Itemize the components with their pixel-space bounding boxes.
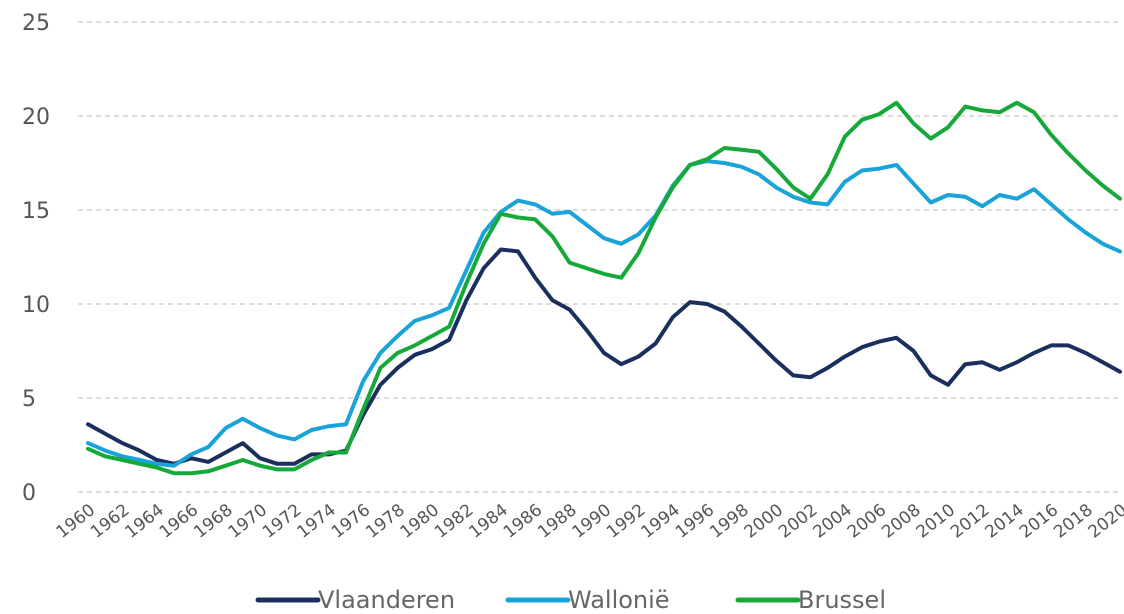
x-tick-label: 2016 (1016, 500, 1062, 542)
x-tick-label: 2002 (775, 500, 821, 542)
x-tick-label: 1996 (672, 500, 718, 542)
legend-label: Vlaanderen (318, 586, 455, 614)
x-tick-label: 2000 (741, 500, 787, 542)
x-tick-label: 1980 (397, 500, 443, 542)
x-tick-label: 1968 (190, 500, 236, 542)
x-tick-label: 1960 (53, 500, 99, 542)
x-tick-label: 1964 (121, 500, 167, 542)
y-tick-label: 0 (22, 481, 36, 506)
y-tick-label: 15 (22, 199, 50, 224)
x-tick-label: 1986 (500, 500, 546, 542)
y-tick-label: 25 (22, 11, 50, 36)
x-tick-label: 2018 (1050, 500, 1096, 542)
x-tick-label: 1966 (156, 500, 202, 542)
x-tick-label: 1988 (534, 500, 580, 542)
x-tick-label: 1990 (569, 500, 615, 542)
x-tick-label: 1978 (362, 500, 408, 542)
y-tick-label: 20 (22, 105, 50, 130)
x-tick-label: 1972 (259, 500, 305, 542)
x-tick-label: 2008 (878, 500, 924, 542)
x-tick-label: 1976 (328, 500, 374, 542)
legend: Vlaanderen Wallonië Brussel (255, 586, 886, 614)
x-tick-label: 2020 (1085, 500, 1124, 542)
x-tick-label: 1982 (431, 500, 477, 542)
x-axis: 1960196219641966196819701972197419761978… (53, 500, 1124, 542)
x-tick-label: 1994 (637, 500, 683, 542)
x-tick-label: 2004 (809, 500, 855, 542)
y-tick-label: 5 (22, 387, 36, 412)
gridlines (78, 21, 1120, 493)
series-lines (86, 100, 1122, 476)
series-line-walloni (86, 159, 1122, 468)
x-tick-label: 1984 (465, 500, 511, 542)
x-tick-label: 1992 (603, 500, 649, 542)
x-tick-label: 2012 (947, 500, 993, 542)
x-tick-label: 1970 (225, 500, 271, 542)
y-axis: 0 5 10 15 20 25 (22, 11, 50, 506)
x-tick-label: 2006 (844, 500, 890, 542)
series-line-vlaanderen (86, 247, 1122, 466)
series-line-brussel (86, 100, 1122, 476)
x-tick-label: 1998 (706, 500, 752, 542)
legend-label: Wallonië (568, 586, 670, 614)
x-tick-label: 1962 (87, 500, 133, 542)
x-tick-label: 1974 (293, 500, 339, 542)
legend-item: Vlaanderen (255, 586, 455, 614)
legend-label: Brussel (798, 586, 886, 614)
y-tick-label: 10 (22, 293, 50, 318)
x-tick-label: 2014 (981, 500, 1027, 542)
x-tick-label: 2010 (913, 500, 959, 542)
legend-item: Wallonië (505, 586, 670, 614)
legend-item: Brussel (735, 586, 886, 614)
